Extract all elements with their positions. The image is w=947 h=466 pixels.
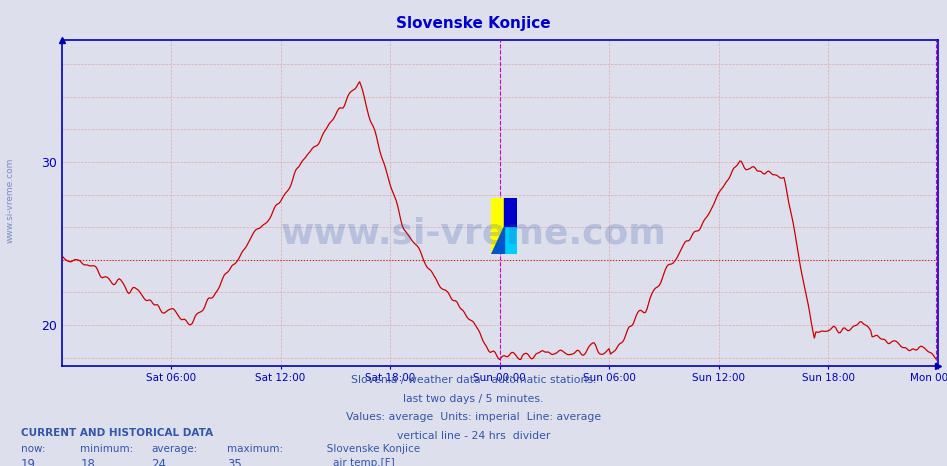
Text: last two days / 5 minutes.: last two days / 5 minutes.	[403, 394, 544, 404]
Polygon shape	[504, 198, 517, 226]
Text: minimum:: minimum:	[80, 444, 134, 453]
Text: average:: average:	[152, 444, 198, 453]
Text: maximum:: maximum:	[227, 444, 283, 453]
Text: 18: 18	[80, 458, 96, 466]
Text: 35: 35	[227, 458, 242, 466]
Text: Slovenske Konjice: Slovenske Konjice	[396, 16, 551, 31]
Text: Values: average  Units: imperial  Line: average: Values: average Units: imperial Line: av…	[346, 412, 601, 422]
Text: Slovenske Konjice: Slovenske Konjice	[317, 444, 420, 453]
Polygon shape	[504, 226, 517, 254]
Text: CURRENT AND HISTORICAL DATA: CURRENT AND HISTORICAL DATA	[21, 428, 213, 438]
Text: 24: 24	[152, 458, 167, 466]
Text: Slovenia / weather data - automatic stations.: Slovenia / weather data - automatic stat…	[350, 375, 597, 385]
Text: 19: 19	[21, 458, 36, 466]
Bar	[491, 198, 504, 254]
Text: air temp.[F]: air temp.[F]	[333, 458, 395, 466]
Text: www.si-vreme.com: www.si-vreme.com	[280, 216, 667, 250]
Polygon shape	[491, 226, 504, 254]
Text: www.si-vreme.com: www.si-vreme.com	[6, 158, 15, 243]
Text: now:: now:	[21, 444, 45, 453]
Text: vertical line - 24 hrs  divider: vertical line - 24 hrs divider	[397, 431, 550, 441]
